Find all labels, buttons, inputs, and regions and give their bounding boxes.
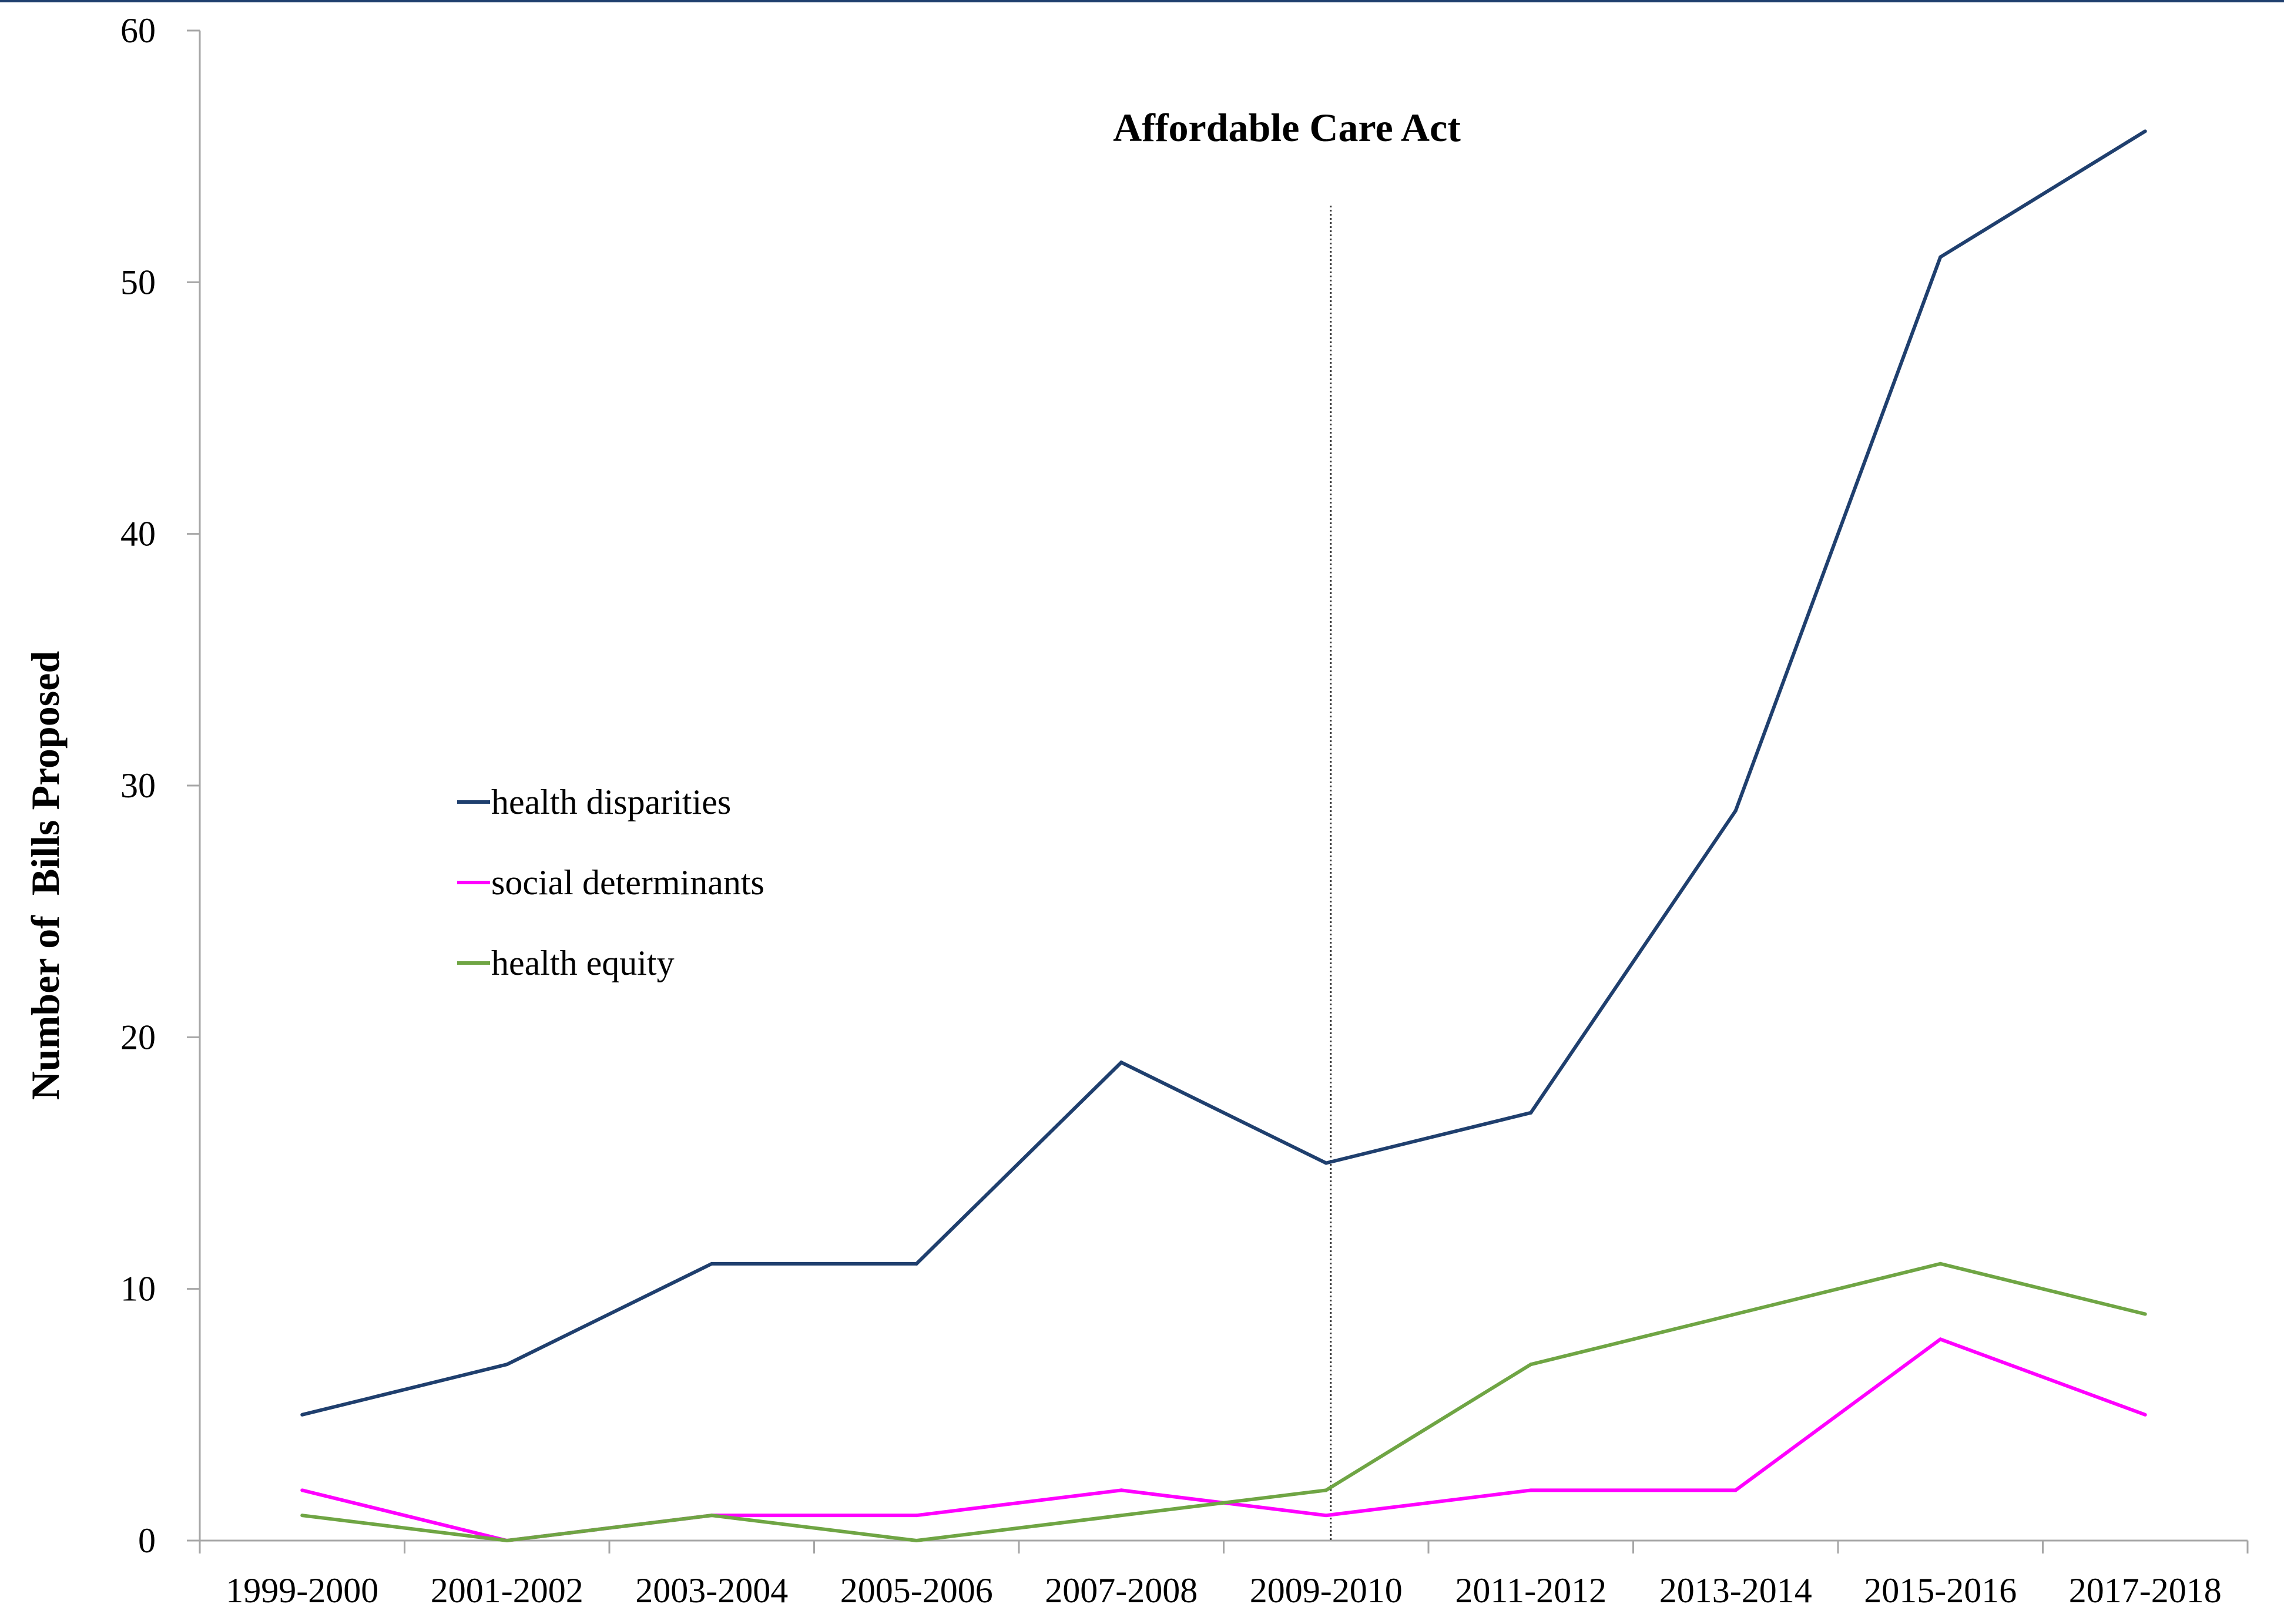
- series-line-health-equity: [301, 1261, 2146, 1543]
- affordable-care-act-annotation: Affordable Care Act: [1113, 105, 1461, 150]
- x-tick-label: 2001-2002: [431, 1571, 583, 1610]
- series-line-health-disparities: [301, 129, 2147, 1417]
- x-tick-label: 2013-2014: [1659, 1571, 1812, 1610]
- data-point-health-disparities: [300, 1412, 304, 1417]
- x-tick-label: 2003-2004: [635, 1571, 788, 1610]
- data-point-social-determinants: [1324, 1514, 1328, 1518]
- series-line-social-determinants: [301, 1337, 2146, 1543]
- data-point-health-equity: [1529, 1363, 1533, 1367]
- data-point-health-disparities: [505, 1363, 509, 1367]
- data-point-health-disparities: [914, 1261, 918, 1266]
- y-tick-label: 0: [138, 1521, 156, 1560]
- data-point-health-equity: [1938, 1261, 1943, 1266]
- data-point-social-determinants: [1119, 1488, 1123, 1492]
- data-point-health-disparities: [710, 1261, 714, 1266]
- x-tick-label: 1999-2000: [226, 1571, 378, 1610]
- y-axis-label: Number of Bills Proposed: [23, 651, 68, 1100]
- data-point-social-determinants: [300, 1488, 304, 1492]
- x-tick-label: 2007-2008: [1045, 1571, 1198, 1610]
- data-point-health-equity: [300, 1514, 304, 1518]
- data-point-health-disparities: [1119, 1061, 1123, 1065]
- data-point-social-determinants: [1733, 1488, 1738, 1492]
- x-tick-label: 2005-2006: [840, 1571, 993, 1610]
- data-point-social-determinants: [1938, 1337, 1943, 1341]
- data-point-health-equity: [1733, 1312, 1738, 1316]
- data-point-social-determinants: [1529, 1488, 1533, 1492]
- y-tick-label: 60: [120, 11, 156, 50]
- data-point-health-equity: [2143, 1312, 2147, 1316]
- x-tick-label: 2011-2012: [1455, 1571, 1606, 1610]
- data-point-health-disparities: [1733, 808, 1738, 813]
- data-point-health-equity: [505, 1539, 509, 1542]
- y-tick-label: 40: [120, 515, 156, 553]
- x-tick-labels: 1999-2000 2001-2002 2003-2004 2005-2006 2007…: [226, 1571, 2221, 1610]
- data-point-health-disparities: [1529, 1110, 1533, 1115]
- x-tick-label: 2015-2016: [1864, 1571, 2017, 1610]
- data-point-health-equity: [914, 1539, 918, 1542]
- top-border: [0, 0, 2284, 2]
- x-tick-label: 2009-2010: [1250, 1571, 1403, 1610]
- data-point-health-disparities: [1938, 255, 1943, 259]
- y-tick-label: 20: [120, 1018, 156, 1056]
- data-point-health-disparities: [1324, 1161, 1328, 1165]
- y-tick-labels: 0 10 20 30 40 50 60: [120, 11, 156, 1560]
- x-tick-label: 2017-2018: [2069, 1571, 2222, 1610]
- data-point-health-equity: [1324, 1488, 1328, 1492]
- y-tick-label: 50: [120, 263, 156, 301]
- legend: health disparities social determinants hea…: [457, 783, 764, 982]
- data-point-health-disparities: [2143, 129, 2147, 133]
- y-tick-label: 10: [120, 1270, 156, 1308]
- legend-label: health disparities: [491, 783, 731, 821]
- series-lines: [300, 129, 2147, 1543]
- legend-label: health equity: [491, 944, 675, 982]
- data-point-health-equity: [1119, 1514, 1123, 1518]
- data-point-social-determinants: [2143, 1412, 2147, 1417]
- data-point-social-determinants: [914, 1514, 918, 1518]
- y-tick-label: 30: [120, 766, 156, 805]
- axes: [187, 29, 2249, 1553]
- legend-label: social determinants: [491, 863, 764, 902]
- data-point-health-equity: [710, 1514, 714, 1518]
